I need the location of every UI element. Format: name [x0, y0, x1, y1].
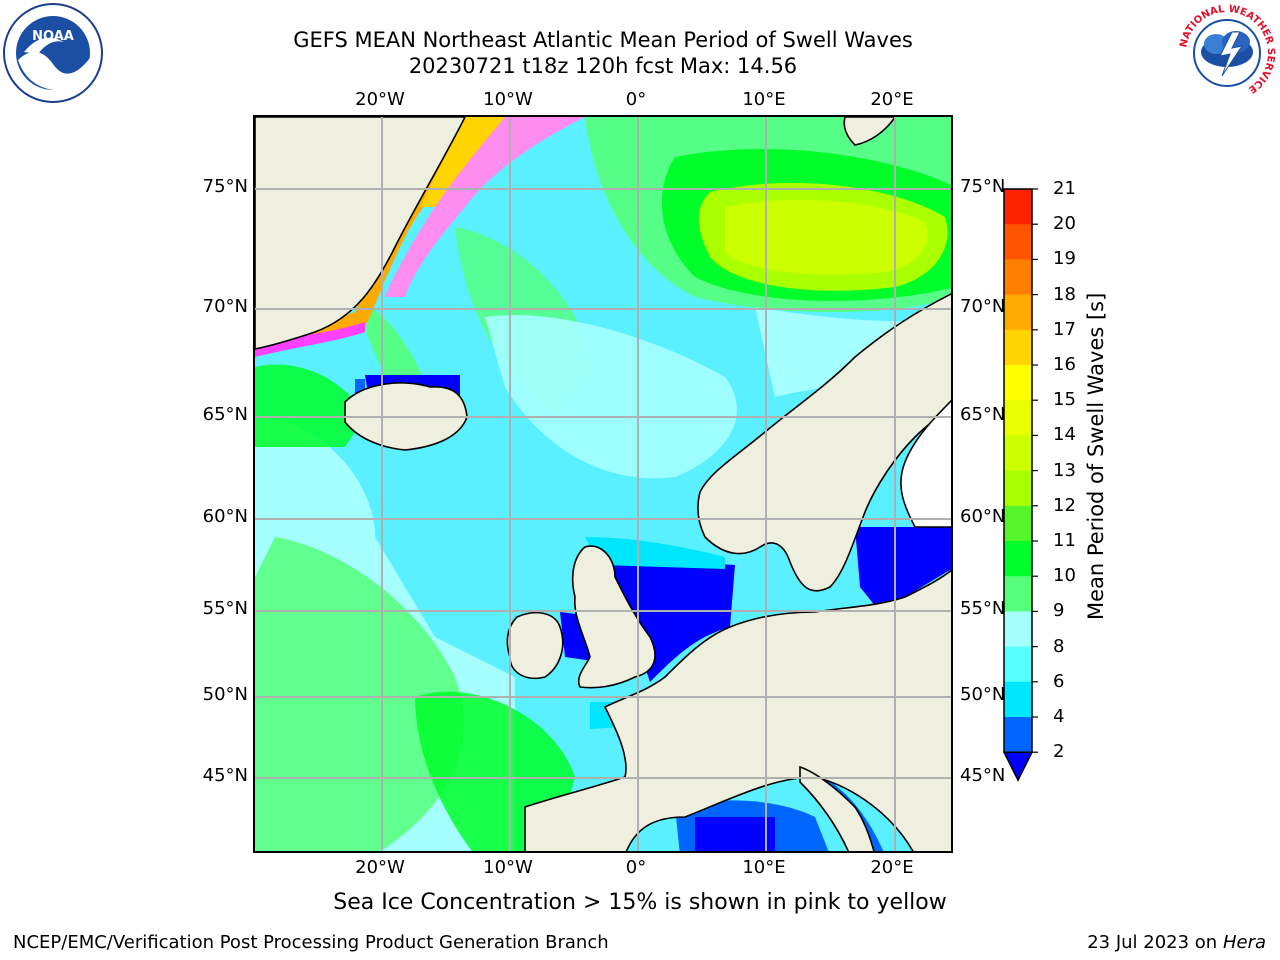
footer-date: 23 Jul 2023 on Hera: [1087, 932, 1266, 953]
land: [255, 117, 951, 851]
lon-tick-top: 10°E: [742, 89, 786, 110]
footer-machine: Hera: [1222, 932, 1266, 953]
colorbar-tick-label: 2: [1053, 741, 1065, 763]
lat-tick-right: 55°N: [960, 598, 1006, 619]
colorbar-tick-label: 16: [1053, 354, 1076, 375]
noaa-logo-text: NOAA: [32, 29, 74, 44]
map-canvas: [255, 117, 951, 851]
lat-tick-left: 50°N: [202, 684, 248, 705]
lon-tick-bottom: 20°W: [355, 857, 405, 878]
colorbar-segment: [1004, 259, 1032, 296]
colorbar-tick-label: 18: [1053, 283, 1076, 305]
colorbar-segment: [1004, 541, 1032, 577]
colorbar-tick-label: 12: [1053, 494, 1076, 516]
lon-tick-bottom: 10°W: [483, 857, 533, 878]
sea-ice-note: Sea Ice Concentration > 15% is shown in …: [333, 890, 947, 915]
lat-tick-left: 60°N: [202, 506, 248, 527]
lon-tick-top: 20°W: [355, 89, 405, 110]
colorbar-segment: [1004, 435, 1032, 472]
colorbar-tick-label: 9: [1053, 600, 1065, 622]
italy: [799, 765, 875, 851]
footer-credit: NCEP/EMC/Verification Post Processing Pr…: [13, 932, 609, 953]
colorbar-segment: [1004, 681, 1032, 718]
colorbar-tick-label: 10: [1053, 565, 1076, 587]
lat-tick-left: 75°N: [202, 176, 248, 197]
graticule: [255, 117, 951, 851]
lat-tick-left: 65°N: [202, 404, 248, 425]
colorbar-segment: [1004, 646, 1032, 683]
colorbar-tick-label: 14: [1053, 424, 1076, 446]
lat-tick-left: 70°N: [202, 296, 248, 317]
colorbar: [1002, 188, 1038, 782]
colorbar-tick-label: 20: [1053, 213, 1076, 235]
colorbar-tick-label: 15: [1053, 389, 1076, 411]
lat-tick-right: 70°N: [960, 296, 1006, 317]
lat-tick-left: 45°N: [202, 765, 248, 786]
lon-tick-top: 20°E: [870, 89, 914, 110]
swell-field: [255, 117, 951, 851]
lat-tick-right: 60°N: [960, 506, 1006, 527]
great-britain: [571, 545, 656, 689]
nws-logo: NATIONAL WEATHER SERVICE: [1178, 4, 1276, 102]
noaa-logo: NOAA: [3, 3, 103, 103]
colorbar-tick-label: 6: [1053, 670, 1065, 692]
svalbard: [843, 117, 896, 146]
lon-tick-bottom: 20°E: [870, 857, 914, 878]
colorbar-segment: [1004, 189, 1032, 225]
lat-tick-right: 45°N: [960, 765, 1006, 786]
greenland: [255, 117, 466, 350]
lon-tick-top: 0°: [625, 89, 647, 110]
colorbar-extend-arrow: [1002, 751, 1034, 782]
map-title: GEFS MEAN Northeast Atlantic Mean Period…: [293, 28, 913, 52]
lat-tick-right: 65°N: [960, 404, 1006, 425]
colorbar-tick-label: 13: [1053, 459, 1076, 481]
colorbar-tick-label: 21: [1053, 178, 1076, 199]
ireland: [506, 611, 564, 679]
lon-tick-top: 10°W: [483, 89, 533, 110]
colorbar-tick-label: 8: [1053, 635, 1065, 657]
lat-tick-right: 75°N: [960, 176, 1006, 197]
colorbar-segment: [1004, 294, 1032, 331]
lat-tick-left: 55°N: [202, 598, 248, 619]
lon-tick-bottom: 10°E: [742, 857, 786, 878]
colorbar-segment: [1004, 611, 1032, 648]
colorbar-tick-label: 11: [1053, 530, 1076, 551]
colorbar-segment: [1004, 470, 1032, 507]
colorbar-segment: [1004, 400, 1032, 436]
colorbar-segment: [1004, 505, 1032, 542]
colorbar-tick-label: 19: [1053, 248, 1076, 270]
scandinavia: [697, 293, 951, 592]
colorbar-segment: [1004, 224, 1032, 260]
colorbar-segment: [1004, 329, 1032, 366]
colorbar-segment: [1004, 576, 1032, 612]
lat-tick-right: 50°N: [960, 684, 1006, 705]
map-panel: [253, 115, 953, 853]
lon-tick-bottom: 0°: [625, 857, 647, 878]
colorbar-tick-label: 17: [1053, 318, 1076, 340]
colorbar-segment: [1004, 365, 1032, 401]
footer-date-text: 23 Jul 2023 on: [1087, 932, 1223, 953]
colorbar-segment: [1004, 717, 1032, 753]
colorbar-label: Mean Period of Swell Waves [s]: [1084, 292, 1108, 620]
map-subtitle: 20230721 t18z 120h fcst Max: 14.56: [408, 54, 798, 78]
colorbar-tick-label: 4: [1053, 706, 1065, 727]
